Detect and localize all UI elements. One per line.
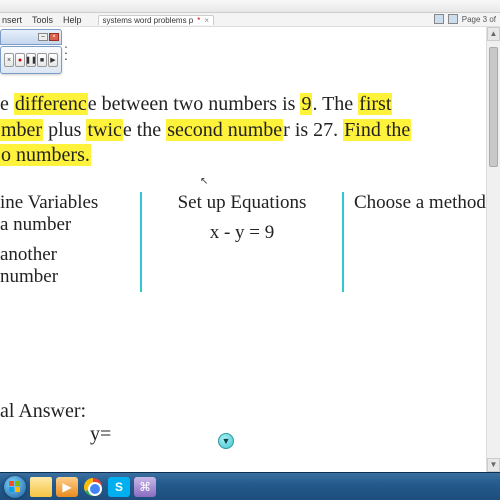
document-tab[interactable]: systems word problems p * × [98,15,215,25]
explorer-icon[interactable] [30,477,52,497]
tab-close-icon[interactable]: × [204,16,209,25]
equation-1: x - y = 9 [152,222,332,244]
view-icon-1[interactable] [434,14,444,24]
dropdown-widget-icon[interactable]: ▼ [218,433,234,449]
col1-line2: another [0,244,130,266]
skype-icon[interactable]: S [108,477,130,497]
final-y: y= [0,423,111,446]
rec-record-button[interactable]: ● [15,53,25,67]
cursor-icon: ↖ [200,176,208,187]
col-method: Choose a method [344,192,500,292]
media-player-icon[interactable]: ▶ [56,477,78,497]
col-define-variables: ine Variables a number another number [0,192,140,292]
rec-cancel-button[interactable]: × [4,53,14,67]
recorder-close-icon[interactable]: × [49,33,59,41]
recorder-toolbar: – × × ● ❚❚ ■ ▶ [0,46,62,74]
view-icon-2[interactable] [448,14,458,24]
header-right: Page 3 of [434,14,496,24]
final-label: al Answer: [0,400,111,423]
col3-title: Choose a method [354,192,490,214]
rec-stop-button[interactable]: ■ [37,53,47,67]
col2-title: Set up Equations [152,192,332,214]
final-answer-section: al Answer: y= [0,400,111,446]
scrollbar[interactable]: ▲ ▼ [486,27,500,472]
rec-next-button[interactable]: ▶ [48,53,58,67]
col-equations: Set up Equations x - y = 9 [142,192,342,292]
tab-title: systems word problems p [103,16,194,25]
page-indicator: Page 3 of [462,15,496,24]
rec-pause-button[interactable]: ❚❚ [26,53,36,67]
scroll-thumb[interactable] [489,47,498,167]
recorder-titlebar: – × [0,29,62,45]
chrome-icon[interactable] [82,477,104,497]
scroll-down-icon[interactable]: ▼ [487,458,500,472]
page-content: e difference between two numbers is 9. T… [0,92,500,169]
window-titlebar [0,0,500,13]
taskbar: ▶ S ⌘ [0,472,500,500]
menu-tools[interactable]: Tools [32,15,53,25]
app-icon[interactable]: ⌘ [134,477,156,497]
menu-insert[interactable]: nsert [2,15,22,25]
scroll-up-icon[interactable]: ▲ [487,27,500,41]
work-columns: ine Variables a number another number Se… [0,192,500,292]
menu-bar: nsert Tools Help systems word problems p… [0,13,500,27]
menu-help[interactable]: Help [63,15,82,25]
col1-title: ine Variables [0,192,130,214]
problem-text: e difference between two numbers is 9. T… [0,92,500,169]
drag-handle-icon[interactable]: :. [64,46,68,58]
start-button[interactable] [4,476,26,498]
recorder-min-icon[interactable]: – [38,33,48,41]
col1-line1: a number [0,214,130,236]
col1-line3: number [0,266,130,288]
